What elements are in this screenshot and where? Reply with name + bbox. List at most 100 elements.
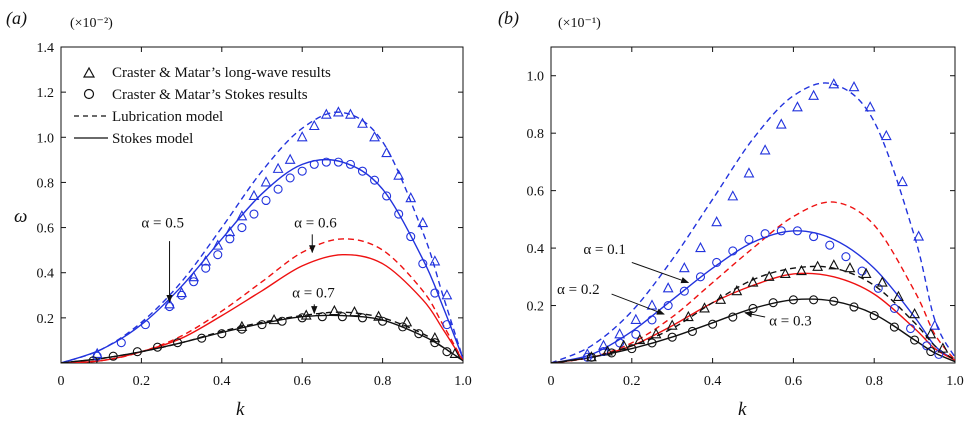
circle-marker xyxy=(88,356,98,363)
series-line-black-stokes xyxy=(61,314,463,363)
circle-marker xyxy=(418,259,428,269)
triangle-marker xyxy=(272,162,284,173)
x-axis-label-b: k xyxy=(738,399,747,420)
circle-marker xyxy=(627,344,637,354)
y-tick-label: 0.2 xyxy=(527,300,545,315)
circle-marker xyxy=(382,191,392,201)
exponent-label-a: (×10⁻²) xyxy=(70,16,113,31)
panel-label-a: (a) xyxy=(6,8,27,29)
triangle-marker xyxy=(429,331,441,343)
triangle-marker xyxy=(224,225,236,237)
triangle-marker xyxy=(429,255,441,266)
triangle-marker xyxy=(731,285,743,296)
triangle-marker xyxy=(618,339,630,350)
triangle-marker xyxy=(441,289,453,300)
series-line-red-lubrication xyxy=(551,201,955,363)
circle-marker xyxy=(108,351,118,361)
triangle-marker xyxy=(357,117,368,128)
circle-marker xyxy=(615,338,625,348)
legend-entry-lubrication: Lubrication model xyxy=(112,109,223,125)
circle-marker xyxy=(889,322,899,332)
triangle-marker xyxy=(345,108,356,119)
circle-marker xyxy=(841,252,851,262)
circle-marker xyxy=(309,159,319,169)
circle-marker xyxy=(829,296,839,306)
circle-marker xyxy=(607,348,617,358)
triangle-marker xyxy=(897,175,908,187)
circle-marker xyxy=(164,302,175,312)
circle-marker xyxy=(430,338,440,348)
x-tick-label: 1.0 xyxy=(454,374,472,389)
circle-marker xyxy=(321,157,331,167)
x-tick-label: 0.2 xyxy=(133,374,151,389)
legend-entry-stokes-model: Stokes model xyxy=(112,131,193,147)
triangle-marker xyxy=(401,316,413,327)
triangle-marker xyxy=(779,267,791,278)
triangle-marker xyxy=(925,328,937,339)
plot-area xyxy=(551,78,955,363)
triangle-marker xyxy=(646,299,658,310)
circle-marker xyxy=(442,320,452,330)
triangle-marker xyxy=(909,307,921,319)
circle-marker xyxy=(345,159,355,169)
circle-marker xyxy=(792,226,802,236)
triangle-marker xyxy=(747,276,759,287)
triangle-marker xyxy=(727,190,739,201)
y-tick-label: 1.4 xyxy=(37,41,55,56)
circle-marker xyxy=(177,290,187,300)
circle-marker xyxy=(317,312,327,322)
annotation-label: α = 0.7 xyxy=(292,286,335,302)
plot-panel-b: 0 0.2 0.4 0.6 0.8 1.0 0.2 0.4 0.6 0.8 1.0 α = 0.1 α … xyxy=(527,46,964,389)
circle-marker xyxy=(394,209,404,219)
triangle-marker xyxy=(678,262,690,273)
x-tick-label: 0.4 xyxy=(704,374,722,389)
circle-marker xyxy=(225,234,235,244)
triangle-marker xyxy=(614,328,626,339)
triangle-marker xyxy=(449,347,461,359)
circle-marker xyxy=(189,277,199,287)
circle-marker xyxy=(857,266,867,276)
plot-panel-a: 0 0.2 0.4 0.6 0.8 1.0 0.2 0.4 0.6 0.8 1.0 1.2 1.4 α =… xyxy=(37,41,472,389)
x-tick-label: 0.6 xyxy=(293,374,311,389)
circle-marker xyxy=(679,286,689,296)
x-axis-label-a: k xyxy=(236,399,245,420)
triangle-marker xyxy=(796,264,807,276)
circle-marker xyxy=(398,322,408,332)
circle-marker xyxy=(744,234,754,245)
circle-marker xyxy=(257,320,267,330)
circle-marker xyxy=(333,157,343,167)
annotation-arrow xyxy=(744,311,766,318)
circle-marker xyxy=(442,347,452,357)
circle-marker xyxy=(370,175,380,185)
triangle-marker xyxy=(393,169,405,180)
annotation-arrow xyxy=(631,261,690,284)
annotation-arrow xyxy=(611,293,665,315)
triangle-marker xyxy=(763,270,775,281)
circle-marker xyxy=(663,300,673,311)
x-tick-label: 0 xyxy=(548,374,555,389)
triangle-marker xyxy=(711,216,723,227)
series-line-blue-lubrication xyxy=(61,111,463,363)
legend-entry-stokes-results: Craster & Matar’s Stokes results xyxy=(112,87,308,103)
x-tick-label: 0.8 xyxy=(865,374,883,389)
circle-marker xyxy=(237,324,247,334)
triangle-marker xyxy=(308,119,320,131)
circle-marker xyxy=(217,329,227,339)
circle-marker xyxy=(201,263,211,273)
circle-marker xyxy=(647,338,657,348)
circle-marker xyxy=(748,303,758,313)
triangle-marker xyxy=(699,302,710,313)
x-tick-label: 0.6 xyxy=(785,374,803,389)
triangle-marker xyxy=(369,131,380,142)
triangle-marker xyxy=(929,319,941,330)
triangle-marker xyxy=(860,267,872,278)
triangle-marker xyxy=(792,101,803,112)
legend-circle-marker xyxy=(83,88,95,100)
triangle-marker xyxy=(598,339,609,350)
series-line-blue-stokes xyxy=(61,158,463,363)
y-tick-label: 0.8 xyxy=(37,176,55,191)
y-axis-label-a: ω xyxy=(14,206,27,227)
circle-marker xyxy=(667,332,677,342)
y-tick-label: 0.8 xyxy=(527,127,545,142)
